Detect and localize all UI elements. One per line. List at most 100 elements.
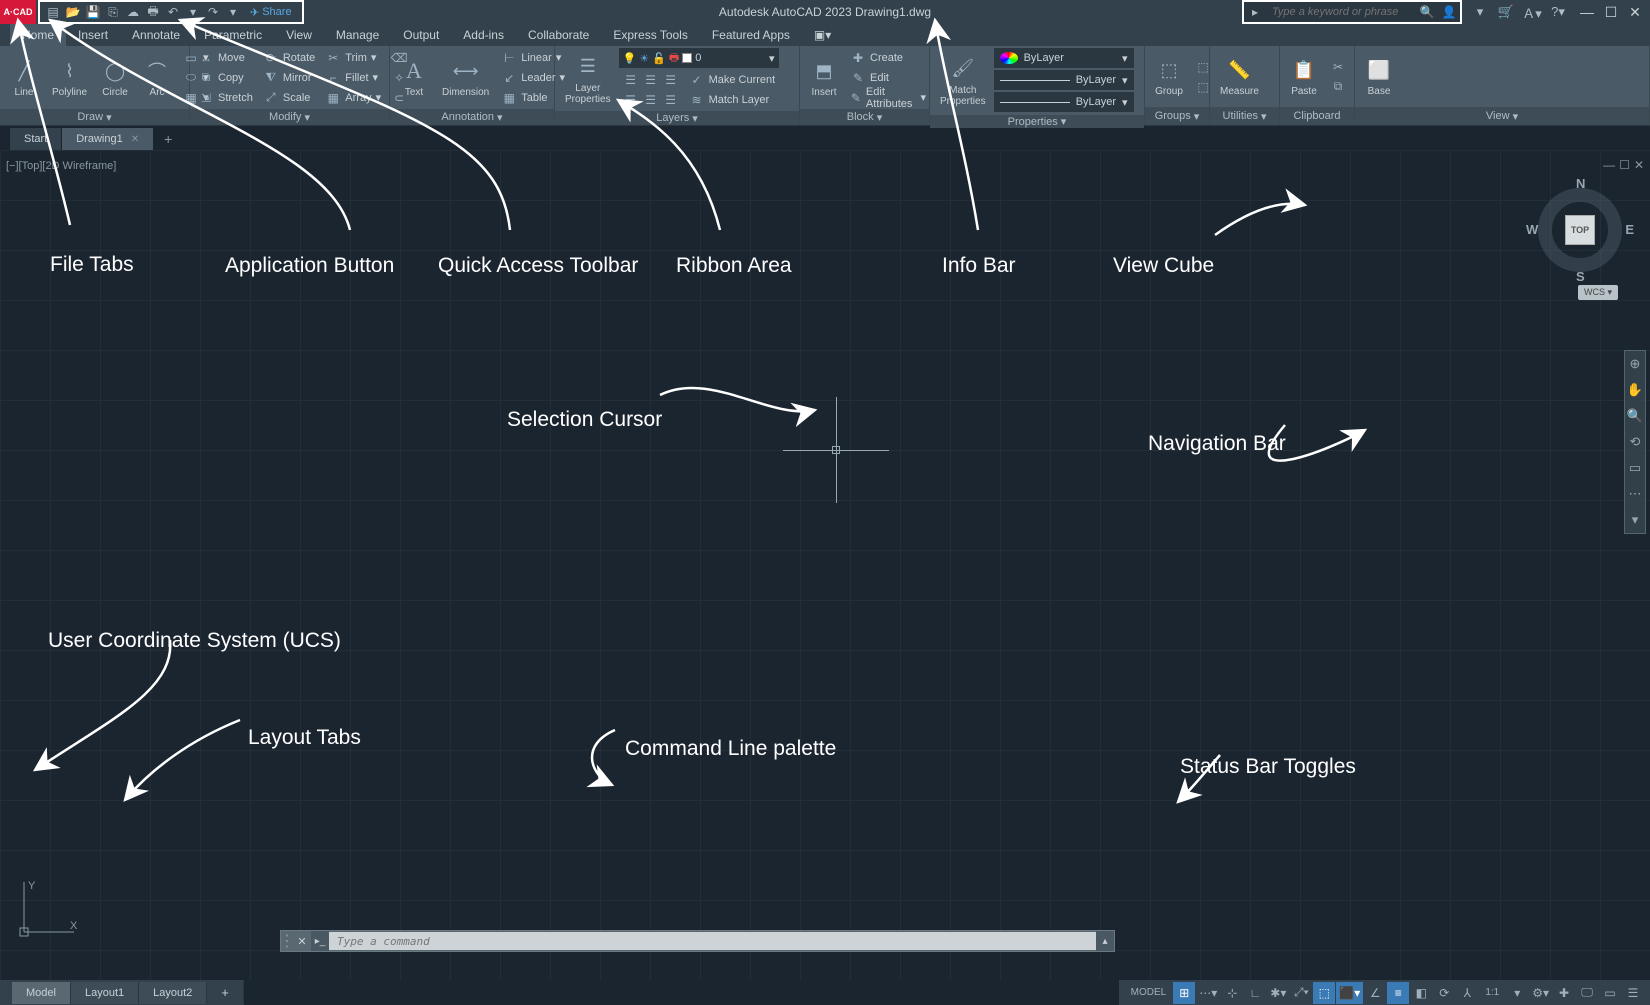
layouttab-layout2[interactable]: Layout2 bbox=[139, 982, 207, 1004]
panel-groups-title[interactable]: Groups ▾ bbox=[1145, 107, 1209, 125]
layer-tool-1[interactable]: ☰☰☰ bbox=[619, 70, 683, 89]
group-button[interactable]: ⬚Group bbox=[1149, 54, 1189, 99]
status-osnap-icon[interactable]: ⬚ bbox=[1313, 982, 1335, 1004]
layer-tool-2[interactable]: ☰☰☰ bbox=[619, 90, 683, 109]
menu-express tools[interactable]: Express Tools bbox=[601, 24, 699, 46]
command-input[interactable] bbox=[329, 932, 1096, 950]
viewcube-n[interactable]: N bbox=[1576, 176, 1585, 191]
paste-button[interactable]: 📋Paste bbox=[1284, 54, 1324, 99]
menu-home[interactable]: Home bbox=[10, 24, 66, 46]
search-caret-icon[interactable]: ▸ bbox=[1244, 3, 1266, 21]
panel-modify-title[interactable]: Modify ▾ bbox=[190, 109, 389, 125]
menu-more-icon[interactable]: ▣▾ bbox=[802, 24, 843, 46]
copy-button[interactable]: ⧉Copy bbox=[194, 68, 257, 87]
status-gear-icon[interactable]: ⚙▾ bbox=[1529, 982, 1552, 1004]
cmdline-history-icon[interactable]: ▸_ bbox=[311, 931, 329, 951]
menu-add-ins[interactable]: Add-ins bbox=[451, 24, 516, 46]
status-clean-icon[interactable]: ▭ bbox=[1599, 982, 1621, 1004]
rotate-button[interactable]: ⟳Rotate bbox=[259, 48, 319, 67]
move-button[interactable]: ↔Move bbox=[194, 48, 257, 67]
application-button[interactable]: A·CAD bbox=[0, 0, 36, 24]
panel-annotation-title[interactable]: Annotation ▾ bbox=[390, 109, 554, 125]
cmdline-close-icon[interactable]: ✕ bbox=[293, 935, 311, 948]
layer-selector[interactable]: 💡☀🔓🖶 0 ▾ bbox=[619, 48, 779, 68]
share-button[interactable]: ✈ Share bbox=[244, 6, 298, 19]
redo-icon[interactable]: ↷ bbox=[204, 3, 222, 21]
menu-view[interactable]: View bbox=[274, 24, 324, 46]
make-current-button[interactable]: ✓Make Current bbox=[685, 70, 780, 89]
filetab-drawing1[interactable]: Drawing1✕ bbox=[62, 128, 154, 150]
search-input[interactable] bbox=[1266, 6, 1416, 18]
menu-output[interactable]: Output bbox=[391, 24, 451, 46]
polyline-button[interactable]: ⌇Polyline bbox=[46, 55, 93, 100]
drop2-icon[interactable]: ▾ bbox=[224, 3, 242, 21]
layouttab-model[interactable]: Model bbox=[12, 982, 71, 1004]
text-button[interactable]: AText bbox=[394, 55, 434, 100]
panel-block-title[interactable]: Block ▾ bbox=[800, 109, 929, 125]
undo-icon[interactable]: ↶ bbox=[164, 3, 182, 21]
saveas-icon[interactable]: ⎘ bbox=[104, 3, 122, 21]
nav-showmotion-icon[interactable]: ▭ bbox=[1625, 455, 1645, 481]
stretch-button[interactable]: ⇲Stretch bbox=[194, 88, 257, 107]
status-ortho-icon[interactable]: ∟ bbox=[1244, 982, 1266, 1004]
status-lwt-icon[interactable]: ≡ bbox=[1387, 982, 1409, 1004]
panel-draw-title[interactable]: Draw ▾ bbox=[0, 109, 189, 125]
help-icon[interactable]: ?▾ bbox=[1548, 3, 1568, 21]
filetab-new-button[interactable]: + bbox=[154, 128, 183, 150]
layer-properties-button[interactable]: ☰Layer Properties bbox=[559, 51, 617, 107]
status-snap-icon[interactable]: ⋯▾ bbox=[1196, 982, 1220, 1004]
drop1-icon[interactable]: ▾ bbox=[184, 3, 202, 21]
color-selector[interactable]: ByLayer▾ bbox=[994, 48, 1134, 68]
new-icon[interactable]: ▤ bbox=[44, 3, 62, 21]
status-monitor-icon[interactable]: 🖵 bbox=[1576, 982, 1598, 1004]
status-polar-icon[interactable]: ✱▾ bbox=[1267, 982, 1289, 1004]
save-icon[interactable]: 💾 bbox=[84, 3, 102, 21]
close-icon[interactable]: ✕ bbox=[1624, 4, 1646, 21]
match-props-button[interactable]: 🖌Match Properties bbox=[934, 53, 992, 109]
circle-button[interactable]: ◯Circle bbox=[95, 55, 135, 100]
viewport-label[interactable]: [−][Top][2D Wireframe] bbox=[6, 160, 116, 172]
status-scale[interactable]: 1:1 bbox=[1479, 982, 1505, 1004]
viewcube-w[interactable]: W bbox=[1526, 222, 1538, 237]
menu-manage[interactable]: Manage bbox=[324, 24, 391, 46]
cmdline-handle-icon[interactable]: ⋮ bbox=[281, 931, 293, 951]
cmdline-expand-icon[interactable]: ▴ bbox=[1096, 931, 1114, 951]
status-model[interactable]: MODEL bbox=[1125, 982, 1173, 1004]
status-scale-drop-icon[interactable]: ▾ bbox=[1506, 982, 1528, 1004]
vp-min-icon[interactable]: — bbox=[1603, 158, 1615, 172]
viewcube-face[interactable]: TOP bbox=[1565, 215, 1595, 245]
nav-pan-icon[interactable]: ✋ bbox=[1625, 377, 1645, 403]
nav-orbit-icon[interactable]: ⟲ bbox=[1625, 429, 1645, 455]
menu-insert[interactable]: Insert bbox=[66, 24, 120, 46]
create-button[interactable]: ✚Create bbox=[846, 48, 930, 67]
vp-close-icon[interactable]: ✕ bbox=[1634, 158, 1644, 172]
menu-featured apps[interactable]: Featured Apps bbox=[700, 24, 802, 46]
app-icon[interactable]: Ａ▾ bbox=[1522, 3, 1542, 21]
layouttab-new-button[interactable]: + bbox=[207, 982, 244, 1004]
measure-button[interactable]: 📏Measure bbox=[1214, 54, 1265, 99]
nav-zoom-icon[interactable]: 🔍 bbox=[1625, 403, 1645, 429]
nav-more-icon[interactable]: ⋯ bbox=[1625, 481, 1645, 507]
cloud-icon[interactable]: ☁ bbox=[124, 3, 142, 21]
panel-layers-title[interactable]: Layers ▾ bbox=[555, 111, 799, 125]
viewcube-s[interactable]: S bbox=[1576, 269, 1585, 284]
insert-button[interactable]: ⬒Insert bbox=[804, 55, 844, 100]
status-cycle-icon[interactable]: ⟳ bbox=[1433, 982, 1455, 1004]
panel-utilities-title[interactable]: Utilities ▾ bbox=[1210, 107, 1279, 125]
status-annomon-icon[interactable]: ⅄ bbox=[1456, 982, 1478, 1004]
minimize-icon[interactable]: — bbox=[1576, 4, 1598, 21]
maximize-icon[interactable]: ☐ bbox=[1600, 4, 1622, 21]
menu-collaborate[interactable]: Collaborate bbox=[516, 24, 601, 46]
status-custom-icon[interactable]: ☰ bbox=[1622, 982, 1644, 1004]
status-3dosnap-icon[interactable]: ⬛▾ bbox=[1336, 982, 1363, 1004]
open-icon[interactable]: 📂 bbox=[64, 3, 82, 21]
fillet-button[interactable]: ⌐Fillet ▾ bbox=[321, 68, 385, 87]
status-grid-icon[interactable]: ⊞ bbox=[1173, 982, 1195, 1004]
nav-drop-icon[interactable]: ▾ bbox=[1625, 507, 1645, 533]
cart-icon[interactable]: 🛒 bbox=[1496, 3, 1516, 21]
arc-button[interactable]: ⌒Arc bbox=[137, 55, 177, 100]
mirror-button[interactable]: ⧨Mirror bbox=[259, 68, 319, 87]
status-transparency-icon[interactable]: ◧ bbox=[1410, 982, 1432, 1004]
layouttab-layout1[interactable]: Layout1 bbox=[71, 982, 139, 1004]
status-infer-icon[interactable]: ⊹ bbox=[1221, 982, 1243, 1004]
